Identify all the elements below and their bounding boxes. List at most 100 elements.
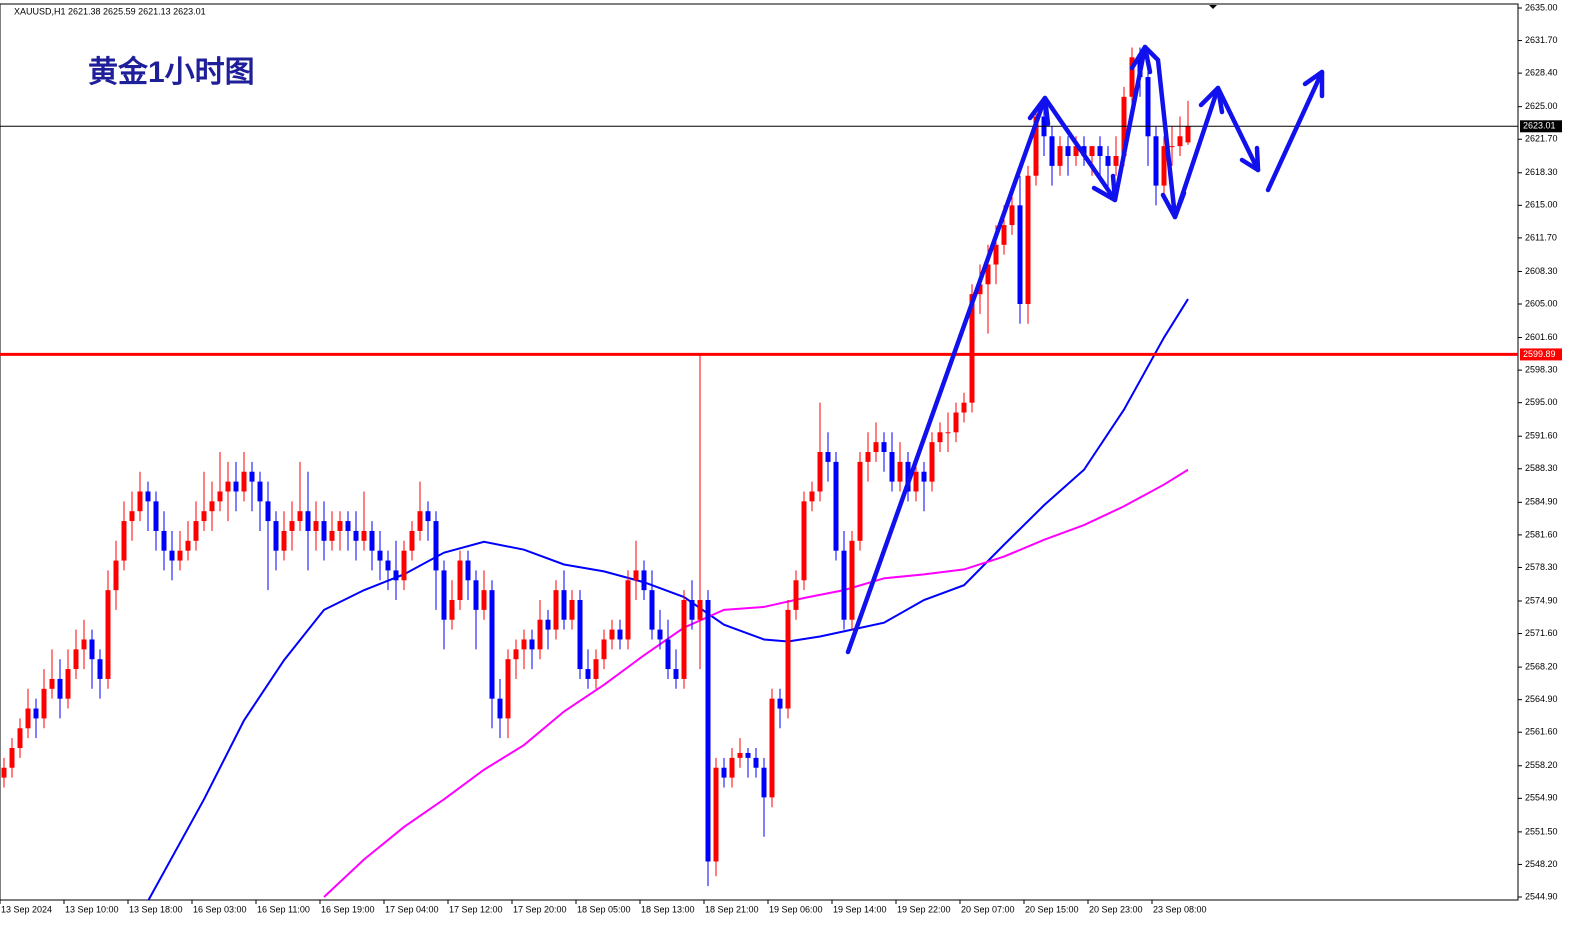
y-tick-label: 2548.20 — [1525, 859, 1558, 869]
candle-body — [889, 452, 895, 482]
price-label-box — [1520, 348, 1562, 361]
y-tick-label: 2564.90 — [1525, 694, 1558, 704]
y-tick-label: 2588.30 — [1525, 463, 1558, 473]
candle-body — [65, 669, 71, 699]
candle-body — [177, 550, 183, 561]
x-tick-label: 16 Sep 11:00 — [257, 904, 310, 914]
candle-body — [41, 688, 47, 719]
candle-body — [865, 452, 871, 462]
candle-body — [401, 550, 407, 581]
candle-body — [265, 501, 271, 522]
candle-body — [457, 560, 463, 601]
candle-body — [73, 649, 79, 670]
y-tick-label: 2571.60 — [1525, 628, 1558, 638]
y-tick-label: 2635.00 — [1525, 2, 1558, 12]
price-label: 2623.01 — [1523, 121, 1556, 131]
candle-body — [137, 491, 143, 512]
moving-average — [323, 468, 1189, 898]
y-tick-label: 2568.20 — [1525, 661, 1558, 671]
candle-body — [673, 669, 679, 679]
candle-body — [817, 452, 823, 492]
candle-body — [193, 521, 199, 541]
candle-body — [1145, 77, 1151, 137]
x-tick-label: 13 Sep 18:00 — [129, 904, 183, 914]
candle-body — [257, 481, 263, 502]
candle-body — [1, 767, 7, 778]
candle-body — [753, 757, 759, 768]
y-tick-label: 2561.60 — [1525, 727, 1558, 737]
candle-body — [649, 590, 655, 630]
candle-body — [97, 659, 103, 679]
x-tick-label: 17 Sep 12:00 — [449, 904, 503, 914]
y-tick-label: 2618.30 — [1525, 167, 1558, 177]
candle-body — [969, 294, 975, 403]
candle-body — [217, 491, 223, 502]
candle-body — [129, 511, 135, 522]
candle-body — [601, 639, 607, 660]
y-tick-label: 2554.90 — [1525, 793, 1558, 803]
candle-body — [201, 511, 207, 522]
x-tick-label: 18 Sep 13:00 — [641, 904, 695, 914]
candle-body — [1017, 205, 1023, 305]
candle-body — [49, 678, 55, 689]
arrow-path — [845, 44, 1261, 655]
y-tick-label: 2558.20 — [1525, 760, 1558, 770]
candle-body — [985, 264, 991, 285]
candle-body — [1105, 156, 1111, 166]
arrow-head — [1027, 95, 1051, 127]
candle-body — [713, 767, 719, 862]
candle-body — [353, 530, 359, 541]
arrow-path — [1265, 69, 1325, 193]
candle-body — [609, 629, 615, 640]
candle-body — [153, 501, 159, 531]
candle-body — [1089, 146, 1095, 157]
candle-body — [913, 471, 919, 492]
x-tick-label: 16 Sep 19:00 — [321, 904, 375, 914]
y-tick-label: 2631.70 — [1525, 35, 1558, 45]
candle-body — [481, 590, 487, 610]
candle-body — [369, 530, 375, 551]
x-tick-label: 16 Sep 03:00 — [193, 904, 247, 914]
candle-body — [881, 442, 887, 453]
candle-body — [337, 521, 343, 531]
y-tick-label: 2615.00 — [1525, 200, 1558, 210]
chart-header: XAUUSD,H1 2621.38 2625.59 2621.13 2623.0… — [14, 6, 206, 16]
arrow-head — [1302, 69, 1325, 99]
candle-body — [1097, 146, 1103, 157]
x-tick-label: 20 Sep 23:00 — [1089, 904, 1143, 914]
price-label: 2599.89 — [1523, 349, 1556, 359]
candle-body — [377, 550, 383, 561]
y-tick-label: 2611.70 — [1525, 232, 1557, 242]
candle-body — [1049, 136, 1055, 166]
candle-body — [921, 471, 927, 482]
chart-title: 黄金1小时图 — [88, 55, 255, 89]
candle-body — [1161, 146, 1167, 186]
candle-body — [81, 639, 87, 650]
y-tick-label: 2544.90 — [1525, 891, 1558, 901]
x-tick-label: 17 Sep 04:00 — [385, 904, 439, 914]
y-tick-label: 2628.40 — [1525, 67, 1558, 77]
candle-body — [761, 767, 767, 798]
candle-body — [329, 530, 335, 541]
candle-body — [697, 600, 703, 620]
candle-body — [1113, 156, 1119, 166]
y-tick-label: 2625.00 — [1525, 101, 1558, 111]
candle-body — [689, 600, 695, 620]
candle-body — [105, 590, 111, 679]
candle-body — [897, 461, 903, 482]
candle-body — [553, 590, 559, 630]
candle-body — [1073, 146, 1079, 157]
x-tick-label: 19 Sep 06:00 — [769, 904, 823, 914]
candle-body — [1009, 205, 1015, 226]
candle-body — [585, 669, 591, 679]
candle-body — [145, 491, 151, 502]
candle-body — [113, 560, 119, 591]
candle-body — [169, 550, 175, 561]
candle-body — [769, 698, 775, 798]
candle-body — [505, 659, 511, 719]
candle-body — [617, 629, 623, 640]
candle-body — [873, 442, 879, 453]
candle-body — [425, 511, 431, 522]
candle-body — [993, 244, 999, 265]
